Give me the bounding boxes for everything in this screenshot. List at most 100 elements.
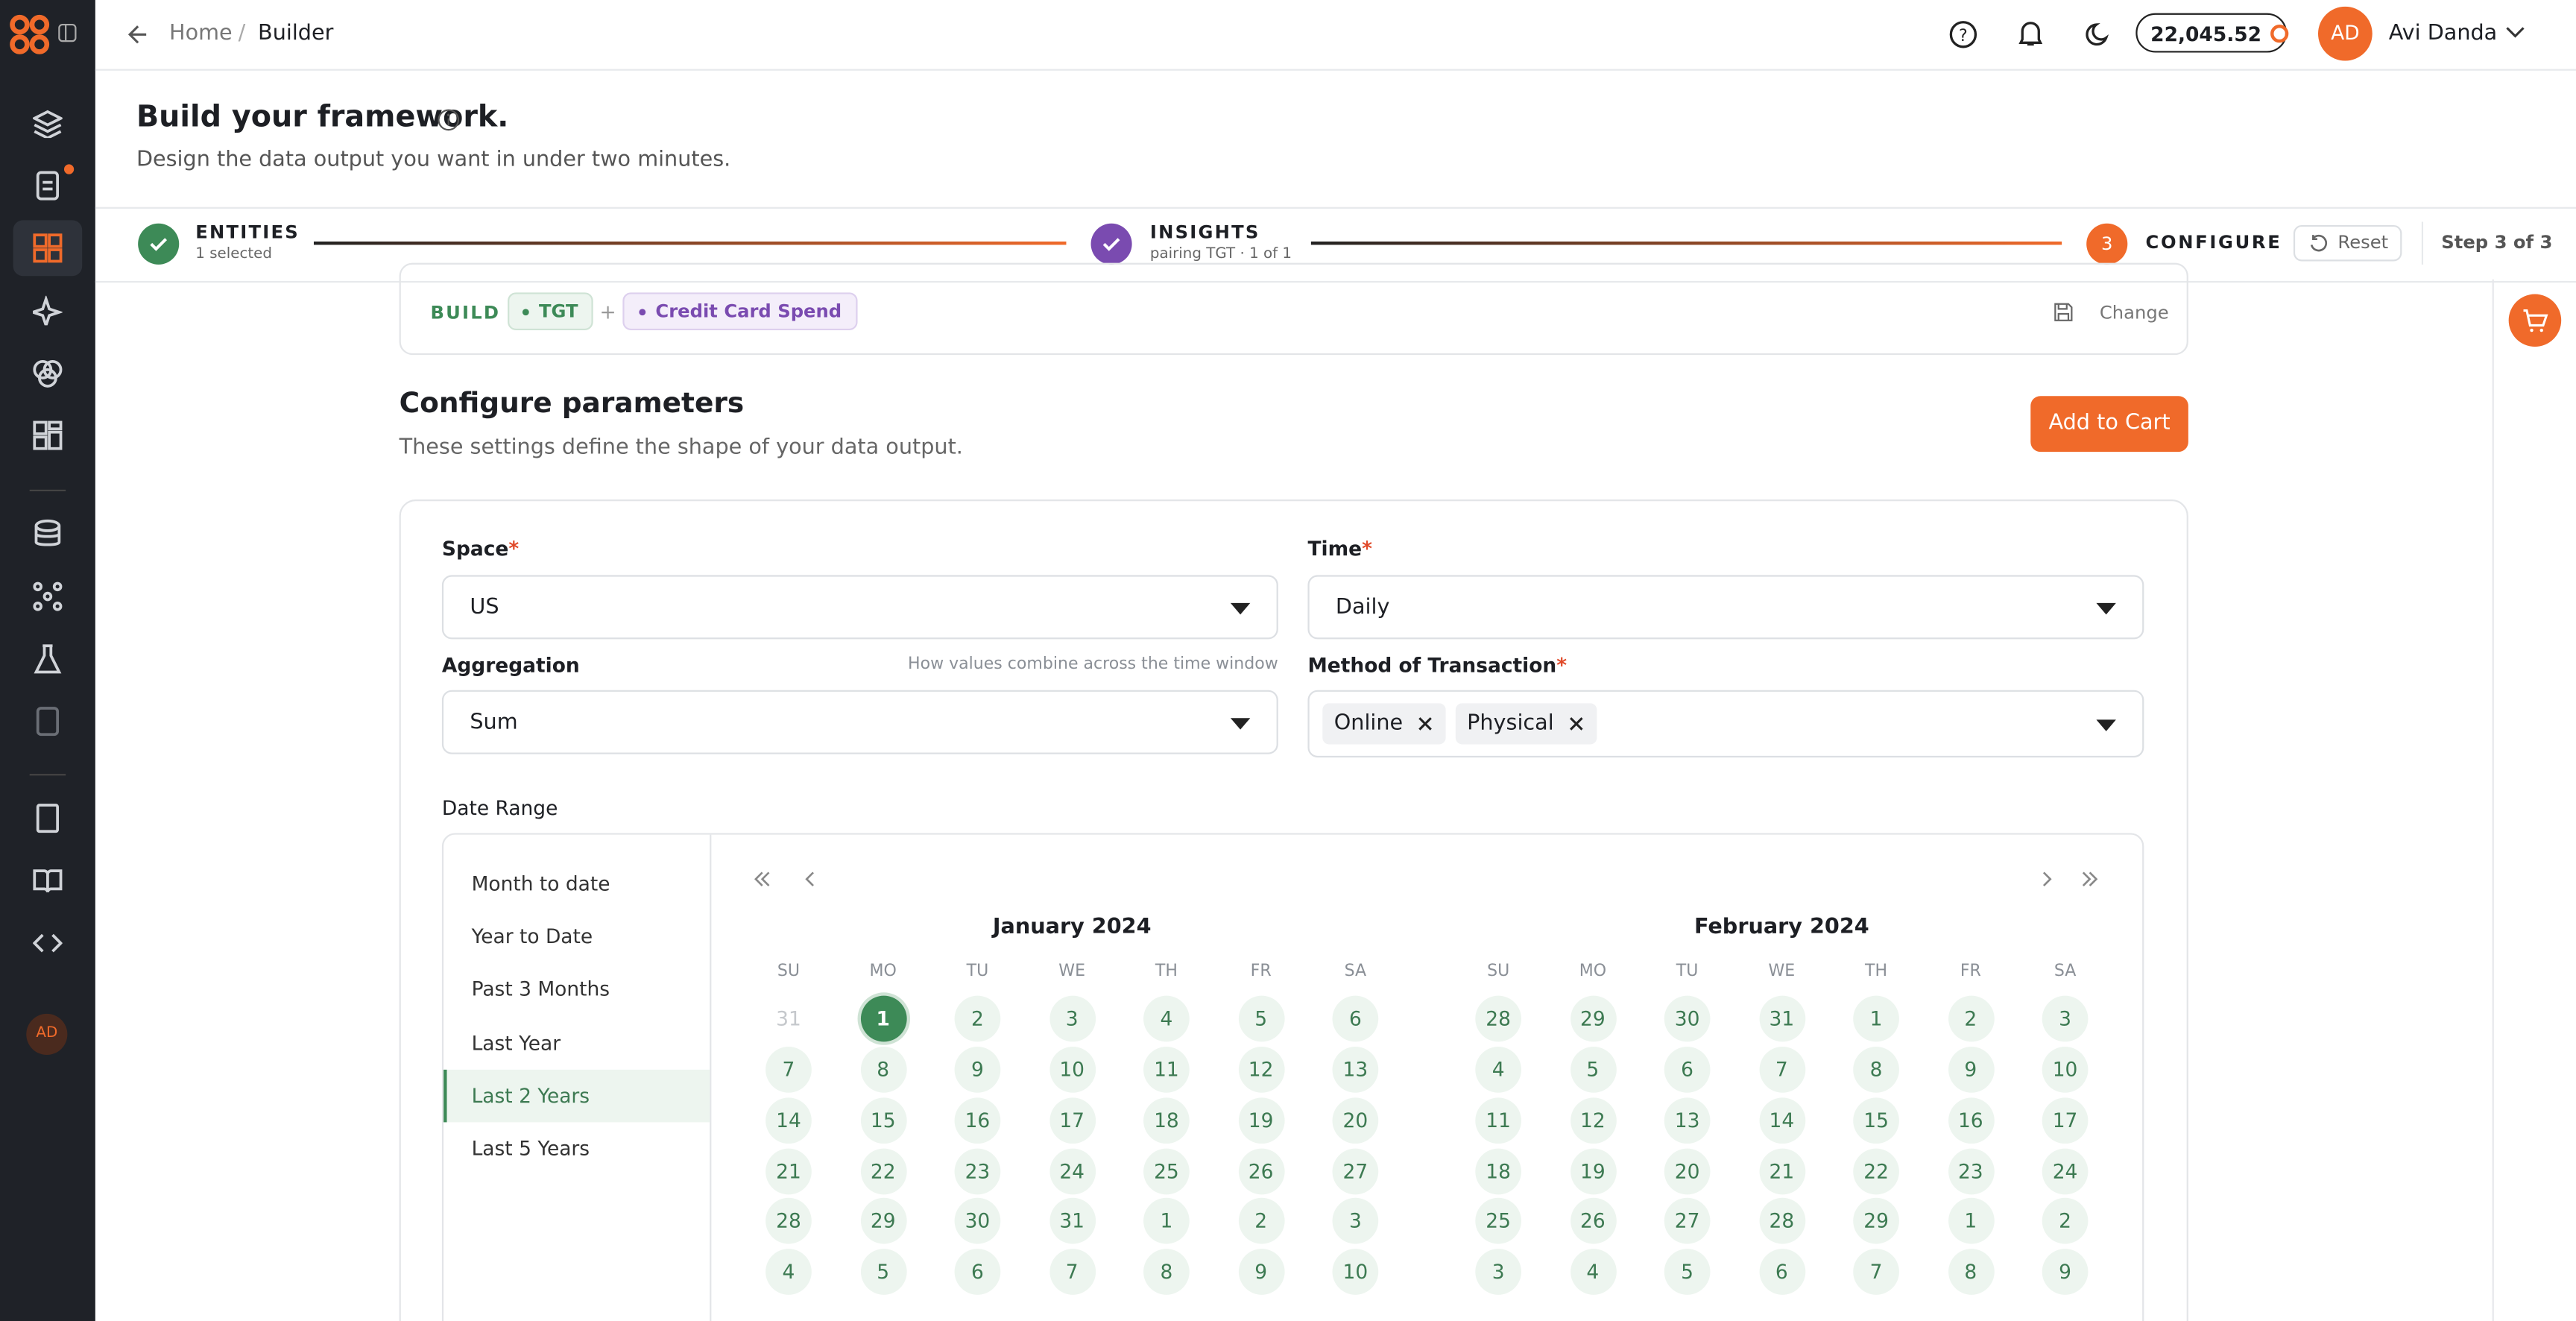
back-icon[interactable] [127, 23, 150, 46]
day[interactable]: 11 [1143, 1047, 1190, 1093]
day[interactable]: 13 [1664, 1097, 1711, 1144]
day[interactable]: 20 [1332, 1097, 1379, 1144]
nav-icon[interactable] [33, 581, 63, 611]
nav-icon[interactable] [33, 707, 63, 737]
day[interactable]: 23 [954, 1148, 1001, 1195]
nav-icon[interactable] [33, 108, 63, 139]
day[interactable]: 18 [1143, 1097, 1190, 1144]
help-icon[interactable]: ? [1948, 19, 1978, 49]
breadcrumb-home[interactable]: Home [169, 21, 233, 46]
day[interactable]: 14 [1758, 1097, 1805, 1144]
tag[interactable]: Physical [1455, 703, 1597, 745]
change-link[interactable]: Change [2099, 302, 2169, 324]
collapse-icon[interactable] [57, 23, 77, 42]
prev-nav[interactable] [749, 868, 847, 891]
day[interactable]: 16 [954, 1097, 1001, 1144]
avatar[interactable]: AD [2317, 6, 2373, 61]
day[interactable]: 6 [954, 1249, 1001, 1295]
remove-icon[interactable] [1418, 716, 1433, 731]
day[interactable]: 9 [2042, 1249, 2089, 1295]
day[interactable]: 3 [1332, 1197, 1379, 1244]
day[interactable]: 24 [2042, 1148, 2089, 1195]
day[interactable]: 4 [765, 1249, 812, 1295]
day[interactable]: 28 [1758, 1197, 1805, 1244]
day[interactable]: 4 [1570, 1249, 1616, 1295]
day[interactable]: 31 [776, 1007, 801, 1030]
preset[interactable]: Past 3 Months [471, 978, 610, 1002]
day[interactable]: 3 [1049, 995, 1096, 1042]
save-icon[interactable] [2052, 300, 2075, 324]
remove-icon[interactable] [1569, 716, 1584, 731]
info-icon[interactable] [437, 108, 460, 131]
add-to-cart[interactable]: Add to Cart [2030, 396, 2188, 453]
day[interactable]: 1 [1853, 995, 1899, 1042]
day[interactable]: 2 [954, 995, 1001, 1042]
day[interactable]: 9 [1237, 1249, 1284, 1295]
day[interactable]: 31 [1758, 995, 1805, 1042]
day[interactable]: 8 [1853, 1047, 1899, 1093]
day[interactable]: 5 [1664, 1249, 1711, 1295]
day[interactable]: 24 [1049, 1148, 1096, 1195]
day[interactable]: 31 [1049, 1197, 1096, 1244]
day[interactable]: 15 [1853, 1097, 1899, 1144]
day[interactable]: 21 [1758, 1148, 1805, 1195]
nav-icon[interactable] [33, 804, 63, 833]
day[interactable]: 23 [1947, 1148, 1994, 1195]
day[interactable]: 28 [1475, 995, 1521, 1042]
day[interactable]: 27 [1332, 1148, 1379, 1195]
day[interactable]: 30 [1664, 995, 1711, 1042]
day[interactable]: 7 [1758, 1047, 1805, 1093]
method-select[interactable]: Online Physical [1307, 690, 2144, 758]
day[interactable]: 8 [1947, 1249, 1994, 1295]
day[interactable]: 30 [954, 1197, 1001, 1244]
day[interactable]: 5 [1237, 995, 1284, 1042]
day[interactable]: 6 [1758, 1249, 1805, 1295]
nav-icon[interactable] [33, 866, 63, 896]
day[interactable]: 1 [1143, 1197, 1190, 1244]
day[interactable]: 17 [2042, 1097, 2089, 1144]
preset[interactable]: Last Year [471, 1031, 561, 1055]
day[interactable]: 2 [1237, 1197, 1284, 1244]
space-select[interactable]: US [441, 575, 1278, 640]
day[interactable]: 12 [1570, 1097, 1616, 1144]
time-select[interactable]: Daily [1307, 575, 2144, 640]
next-nav[interactable] [2037, 868, 2103, 891]
day[interactable]: 17 [1049, 1097, 1096, 1144]
day[interactable]: 28 [765, 1197, 812, 1244]
sidebar-avatar[interactable]: AD [26, 1013, 68, 1056]
preset[interactable]: Last 5 Years [471, 1137, 590, 1161]
day[interactable]: 7 [1049, 1249, 1096, 1295]
aggregation-select[interactable]: Sum [441, 690, 1278, 754]
bell-icon[interactable] [2015, 18, 2045, 48]
theme-icon[interactable] [2083, 19, 2113, 49]
nav-icon[interactable] [33, 171, 63, 201]
reset-button[interactable]: Reset [2293, 224, 2402, 262]
nav-icon[interactable] [33, 420, 63, 450]
preset[interactable]: Month to date [471, 872, 610, 896]
preset[interactable]: Last 2 Years [471, 1084, 590, 1108]
day[interactable]: 14 [765, 1097, 812, 1144]
chevron[interactable] [2505, 25, 2525, 41]
day[interactable]: 29 [1853, 1197, 1899, 1244]
day[interactable]: 3 [2042, 995, 2089, 1042]
day[interactable]: 7 [765, 1047, 812, 1093]
user-name[interactable]: Avi Danda [2388, 21, 2498, 46]
nav-icon[interactable] [33, 295, 63, 326]
day[interactable]: 4 [1475, 1047, 1521, 1093]
day[interactable]: 6 [1664, 1047, 1711, 1093]
day[interactable]: 22 [1853, 1148, 1899, 1195]
day[interactable]: 10 [2042, 1047, 2089, 1093]
day[interactable]: 22 [859, 1148, 906, 1195]
day[interactable]: 29 [859, 1197, 906, 1244]
nav-icon[interactable] [33, 358, 63, 388]
day[interactable]: 3 [1475, 1249, 1521, 1295]
day[interactable]: 9 [954, 1047, 1001, 1093]
day[interactable]: 2 [1947, 995, 1994, 1042]
nav-icon[interactable] [33, 644, 63, 674]
day[interactable]: 15 [859, 1097, 906, 1144]
day[interactable]: 21 [765, 1148, 812, 1195]
preset[interactable]: Year to Date [471, 925, 593, 949]
tag[interactable]: Online [1322, 703, 1446, 745]
day[interactable]: 4 [1143, 995, 1190, 1042]
day[interactable]: 13 [1332, 1047, 1379, 1093]
